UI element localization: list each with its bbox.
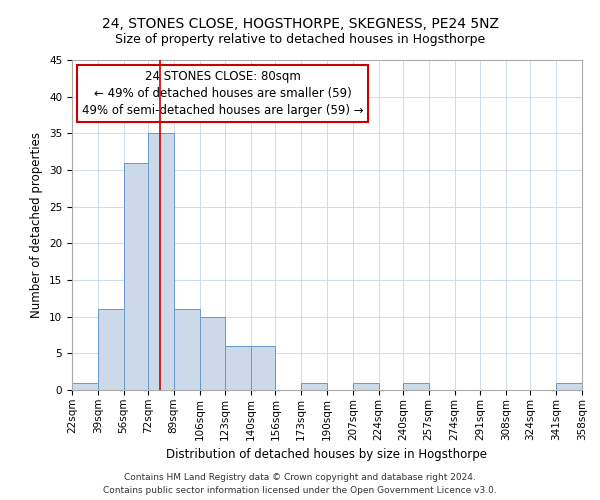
Bar (148, 134, 173, 390)
Bar (98, 310, 124, 390)
Text: 24 STONES CLOSE: 80sqm
← 49% of detached houses are smaller (59)
49% of semi-det: 24 STONES CLOSE: 80sqm ← 49% of detached… (82, 70, 363, 117)
Text: Contains HM Land Registry data © Crown copyright and database right 2024.
Contai: Contains HM Land Registry data © Crown c… (103, 474, 497, 495)
X-axis label: Distribution of detached houses by size in Hogsthorpe: Distribution of detached houses by size … (167, 448, 487, 461)
Bar (72, 382, 98, 390)
Text: 24, STONES CLOSE, HOGSTHORPE, SKEGNESS, PE24 5NZ: 24, STONES CLOSE, HOGSTHORPE, SKEGNESS, … (101, 18, 499, 32)
Bar (403, 382, 428, 390)
Bar (353, 382, 379, 390)
Bar (251, 346, 275, 390)
Bar (226, 346, 251, 390)
Bar (199, 316, 226, 390)
Text: Size of property relative to detached houses in Hogsthorpe: Size of property relative to detached ho… (115, 32, 485, 46)
Bar (173, 310, 199, 390)
Y-axis label: Number of detached properties: Number of detached properties (31, 132, 43, 318)
Bar (556, 382, 582, 390)
Bar (301, 382, 327, 390)
Bar (124, 162, 148, 390)
